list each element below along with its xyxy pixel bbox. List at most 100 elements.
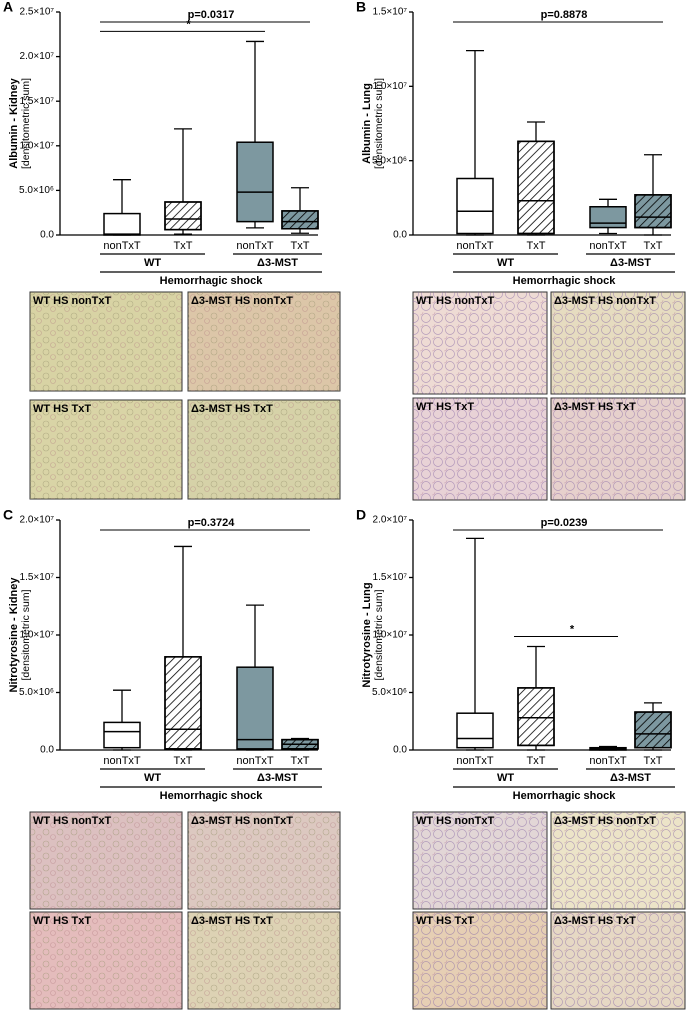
y-tick-label: 0.0: [40, 230, 54, 241]
significance-label: *: [186, 18, 191, 30]
y-tick-label: 0.0: [393, 230, 407, 241]
panel-letter: C: [3, 507, 13, 523]
group-label: WT: [497, 257, 514, 269]
x-tick-label: nonTxT: [456, 240, 494, 252]
micrograph-texture: [188, 292, 340, 391]
y-tick-label: 2.0×10⁷: [20, 51, 55, 62]
box: [456, 712, 494, 749]
y-axis-label: Albumin - Lung: [361, 83, 373, 164]
x-tick-label: TxT: [644, 755, 663, 767]
x-tick-label: TxT: [527, 755, 546, 767]
significance-label: p=0.0239: [541, 517, 588, 529]
y-tick-label: 5.0×10⁶: [372, 687, 407, 698]
micrograph-texture: [30, 400, 182, 499]
micrograph-texture: [30, 292, 182, 391]
y-axis-label: [densitometric sum]: [20, 78, 32, 169]
hatch: [517, 140, 555, 235]
y-tick-label: 1.5×10⁷: [373, 7, 408, 18]
x-tick-label: TxT: [291, 755, 310, 767]
micrograph-texture: [188, 912, 340, 1009]
y-tick-label: 2.0×10⁷: [373, 515, 408, 526]
group-label: Δ3-MST: [257, 772, 298, 784]
significance-label: p=0.3724: [188, 517, 236, 529]
hatch: [634, 711, 672, 749]
group-label: Δ3-MST: [257, 257, 298, 269]
micrograph-texture: [413, 292, 547, 394]
box: [103, 721, 141, 749]
y-tick-label: 5.0×10⁶: [19, 185, 54, 196]
micrograph-label: WT HS nonTxT: [416, 815, 494, 827]
micrograph-label: WT HS TxT: [33, 403, 91, 415]
y-axis-label: [densitometric sum]: [373, 589, 385, 680]
y-axis-label: Nitrotyrosine - Kidney: [8, 577, 20, 693]
y-tick-label: 1.5×10⁷: [20, 572, 55, 583]
hatch: [164, 201, 202, 231]
x-tick-label: nonTxT: [456, 755, 494, 767]
micrograph-texture: [551, 812, 685, 909]
significance-label: *: [570, 623, 575, 635]
x-tick-label: TxT: [174, 240, 193, 252]
y-tick-label: 2.5×10⁷: [20, 7, 55, 18]
micrograph-label: Δ3-MST HS nonTxT: [191, 295, 293, 307]
x-tick-label: nonTxT: [103, 755, 141, 767]
hatch: [634, 194, 672, 229]
x-tick-label: TxT: [527, 240, 546, 252]
micrograph-texture: [413, 398, 547, 500]
y-tick-label: 1.0×10⁷: [20, 630, 55, 641]
x-tick-label: nonTxT: [103, 240, 141, 252]
y-axis-label: Nitrotyrosine - Lung: [361, 582, 373, 687]
micrograph-texture: [188, 812, 340, 909]
micrograph-label: WT HS nonTxT: [33, 815, 111, 827]
x-tick-label: TxT: [174, 755, 193, 767]
box: [236, 666, 274, 750]
box: [456, 177, 494, 235]
y-tick-label: 1.5×10⁷: [20, 96, 55, 107]
micrograph-label: Δ3-MST HS TxT: [191, 915, 273, 927]
micrograph-label: Δ3-MST HS TxT: [554, 401, 636, 413]
micrograph-texture: [30, 912, 182, 1009]
y-tick-label: 0.0: [393, 745, 407, 756]
panel-letter: D: [356, 507, 366, 523]
micrograph-texture: [551, 912, 685, 1009]
hatch: [517, 687, 555, 747]
x-tick-label: nonTxT: [236, 755, 274, 767]
hatch: [164, 656, 202, 750]
x-tick-label: nonTxT: [236, 240, 274, 252]
y-axis-label: [densitometric sum]: [20, 589, 32, 680]
y-tick-label: 1.5×10⁷: [373, 572, 408, 583]
micrograph-texture: [413, 812, 547, 909]
micrograph-label: WT HS TxT: [416, 401, 474, 413]
micrograph-label: WT HS nonTxT: [33, 295, 111, 307]
micrograph-label: Δ3-MST HS nonTxT: [554, 295, 656, 307]
x-tick-label: TxT: [644, 240, 663, 252]
box: [589, 206, 627, 229]
y-tick-label: 0.0: [40, 745, 54, 756]
y-tick-label: 1.0×10⁷: [373, 630, 408, 641]
micrograph-label: Δ3-MST HS TxT: [554, 915, 636, 927]
panel-letter: A: [3, 0, 13, 15]
micrograph-label: WT HS TxT: [416, 915, 474, 927]
x-axis-label: Hemorrhagic shock: [513, 275, 617, 287]
x-axis-label: Hemorrhagic shock: [160, 275, 264, 287]
group-label: WT: [144, 772, 161, 784]
box: [236, 141, 274, 223]
group-label: WT: [497, 772, 514, 784]
micrograph-label: Δ3-MST HS nonTxT: [554, 815, 656, 827]
significance-label: p=0.8878: [541, 9, 588, 21]
micrograph-label: WT HS nonTxT: [416, 295, 494, 307]
group-label: Δ3-MST: [610, 257, 651, 269]
x-axis-label: Hemorrhagic shock: [160, 790, 264, 802]
x-axis-label: Hemorrhagic shock: [513, 790, 617, 802]
y-axis-label: Albumin - Kidney: [8, 77, 20, 168]
micrograph-texture: [30, 812, 182, 909]
micrograph-label: Δ3-MST HS nonTxT: [191, 815, 293, 827]
y-tick-label: 5.0×10⁶: [19, 687, 54, 698]
micrograph-label: Δ3-MST HS TxT: [191, 403, 273, 415]
panel-letter: B: [356, 0, 366, 15]
y-tick-label: 1.0×10⁷: [373, 81, 408, 92]
group-label: Δ3-MST: [610, 772, 651, 784]
hatch: [281, 210, 319, 230]
y-tick-label: 1.0×10⁷: [20, 140, 55, 151]
